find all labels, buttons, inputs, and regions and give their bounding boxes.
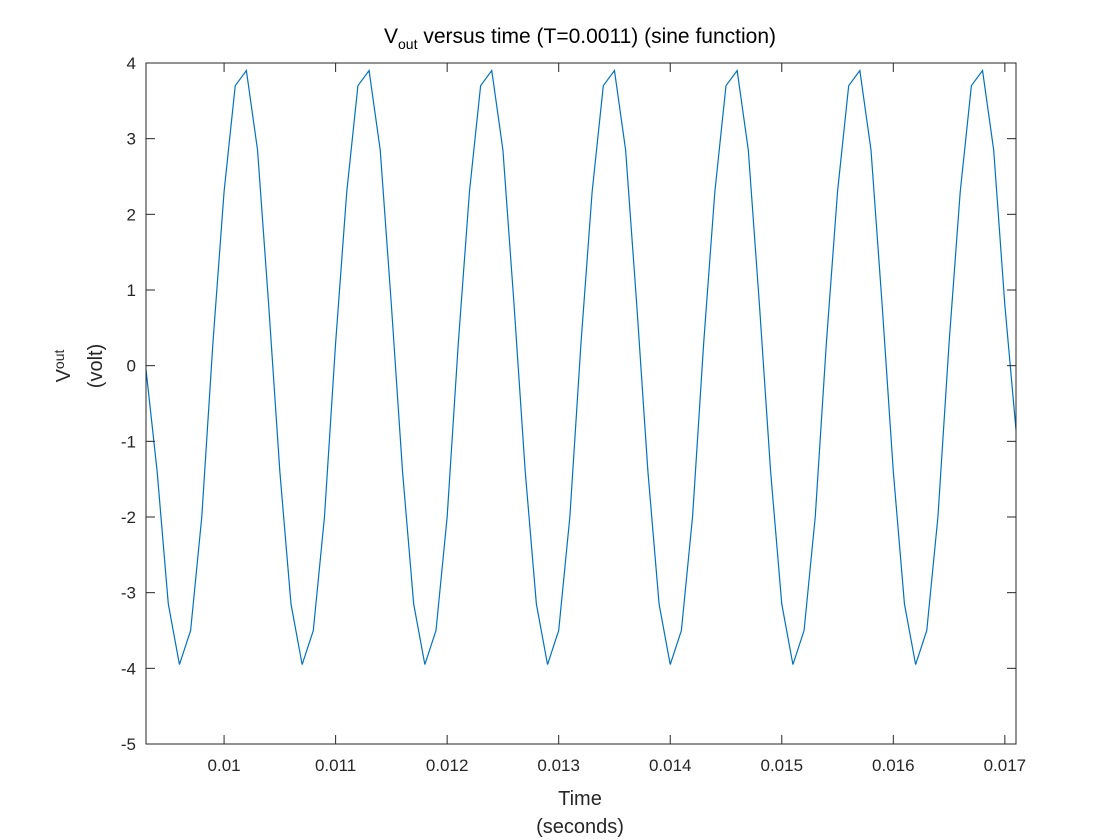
x-tick-label: 0.013 bbox=[537, 756, 580, 775]
x-tick-label: 0.012 bbox=[426, 756, 469, 775]
y-tick-label: 0 bbox=[127, 357, 136, 376]
y-tick-label: -2 bbox=[121, 508, 136, 527]
xlabel-line1: Time bbox=[558, 788, 602, 810]
ylabel-line1: Vout bbox=[51, 349, 75, 382]
y-tick-label: -1 bbox=[121, 432, 136, 451]
chart-title: Vout versus time (T=0.0011) (sine functi… bbox=[384, 25, 776, 52]
ylabel-line2: (volt) bbox=[85, 344, 107, 388]
plot-area: 0.01 0.011 0.012 0.013 0.014 0.015 0.016 0.017 -… bbox=[121, 54, 1026, 775]
xlabel-line2: (seconds) bbox=[536, 816, 624, 838]
y-tick-label: 3 bbox=[127, 130, 136, 149]
title-v: V bbox=[384, 25, 398, 48]
x-tick-label: 0.015 bbox=[760, 756, 803, 775]
title-rest: versus time (T=0.0011) (sine function) bbox=[417, 25, 776, 48]
y-tick-label: -4 bbox=[121, 659, 136, 678]
x-tick-label: 0.016 bbox=[872, 756, 915, 775]
y-tick-label: -5 bbox=[121, 735, 136, 754]
y-tick-label: 4 bbox=[127, 54, 136, 73]
y-tick-label: 1 bbox=[127, 281, 136, 300]
y-axis-label: Vout (volt) bbox=[51, 344, 107, 388]
y-tick-label: 2 bbox=[127, 205, 136, 224]
y-tick-label: -3 bbox=[121, 584, 136, 603]
x-tick-label: 0.014 bbox=[649, 756, 692, 775]
x-tick-label: 0.01 bbox=[208, 756, 241, 775]
axes-box bbox=[145, 62, 1017, 745]
title-sub: out bbox=[398, 36, 418, 52]
x-tick-label: 0.017 bbox=[984, 756, 1027, 775]
ylabel-v: V bbox=[53, 368, 75, 382]
x-tick-label: 0.011 bbox=[315, 756, 356, 775]
ylabel-sub: out bbox=[51, 349, 67, 369]
series-line-0 bbox=[145, 69, 1017, 665]
